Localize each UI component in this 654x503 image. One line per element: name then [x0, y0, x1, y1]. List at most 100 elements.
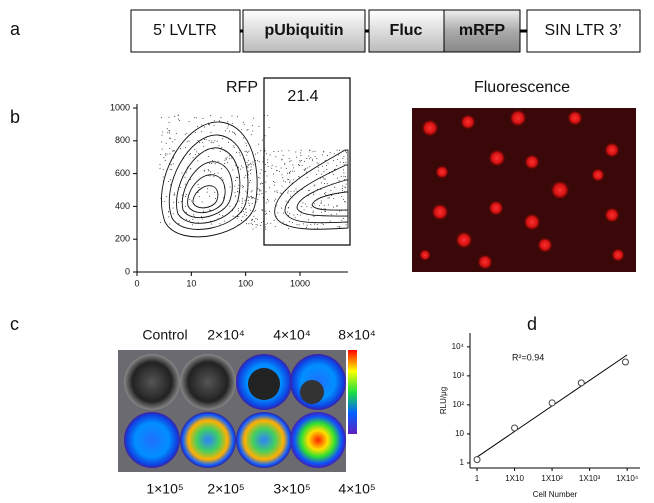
dot [316, 162, 318, 164]
dot [195, 153, 197, 155]
dot [336, 165, 338, 167]
dot [251, 190, 253, 192]
dot [259, 183, 261, 185]
dot [161, 117, 163, 119]
well-label: Control [142, 327, 187, 343]
element-label: 5’ LVLTR [153, 22, 217, 39]
dot [273, 173, 275, 175]
dot [253, 221, 255, 223]
dot [213, 124, 215, 126]
dot [264, 226, 266, 228]
dot [313, 185, 315, 187]
dot [253, 164, 255, 166]
dot [185, 211, 187, 213]
dot [343, 175, 345, 177]
dot [325, 165, 327, 167]
dot [334, 168, 336, 170]
dot [289, 180, 291, 182]
dot [235, 179, 237, 181]
dot [272, 180, 274, 182]
dot [306, 206, 308, 208]
dot [252, 197, 254, 199]
dot [231, 122, 233, 124]
dot [250, 209, 252, 211]
dot [172, 141, 174, 143]
y-axis-label: RLU/μg [439, 387, 448, 414]
dot [345, 224, 347, 226]
dot [342, 169, 344, 171]
dot [265, 228, 267, 230]
dot [338, 180, 340, 182]
dot [247, 159, 249, 161]
cells [419, 109, 625, 270]
well-label: 1×10⁵ [146, 481, 183, 497]
dot [241, 219, 243, 221]
panel-label: a [10, 19, 21, 39]
dot [284, 181, 286, 183]
dot [333, 153, 335, 155]
dot [279, 192, 281, 194]
dot [231, 115, 233, 117]
dot [259, 172, 261, 174]
chart: 1 10 10² 10³ 10⁴ 1 1X10 1X10² 1X10³ 1X10⁴ Cell Num… [439, 333, 640, 499]
dot [282, 180, 284, 182]
dot [288, 157, 290, 159]
dot [326, 183, 328, 185]
dot [188, 154, 190, 156]
dot [306, 158, 308, 160]
dot [344, 201, 346, 203]
dot [179, 147, 181, 149]
dot [324, 210, 326, 212]
dot [287, 178, 289, 180]
dot [345, 183, 347, 185]
dot [186, 171, 188, 173]
dot [260, 182, 262, 184]
dot [324, 178, 326, 180]
dot [260, 190, 262, 192]
cell [509, 109, 527, 127]
dot [265, 163, 267, 165]
y-tick-label: 10³ [452, 371, 464, 380]
dot [274, 200, 276, 202]
dot [218, 145, 220, 147]
dot [168, 180, 170, 182]
y-tick-label: 600 [115, 168, 130, 178]
dot [265, 153, 267, 155]
dot [233, 147, 235, 149]
dot [344, 178, 346, 180]
dot [344, 176, 346, 178]
dot [259, 190, 261, 192]
dot [188, 219, 190, 221]
dot [268, 127, 270, 129]
dot [247, 164, 249, 166]
dot [307, 167, 309, 169]
dot [223, 163, 225, 165]
dot [262, 209, 264, 211]
dot [201, 130, 203, 132]
dot [342, 185, 344, 187]
dot [312, 210, 314, 212]
dot [298, 224, 300, 226]
dot [254, 153, 256, 155]
dot [267, 161, 269, 163]
dot [222, 197, 224, 199]
dot [180, 201, 182, 203]
dot [249, 182, 251, 184]
dot [320, 182, 322, 184]
dot [164, 201, 166, 203]
dot [243, 123, 245, 125]
dot [313, 215, 315, 217]
x-tick-label: 1 [475, 474, 480, 483]
cell [435, 165, 449, 179]
dot [337, 226, 339, 228]
dot [249, 204, 251, 206]
dot [245, 223, 247, 225]
dot [285, 200, 287, 202]
dot [203, 170, 205, 172]
dot [276, 170, 278, 172]
dot [163, 157, 165, 159]
dot [217, 160, 219, 162]
dot [298, 176, 300, 178]
dot [181, 172, 183, 174]
